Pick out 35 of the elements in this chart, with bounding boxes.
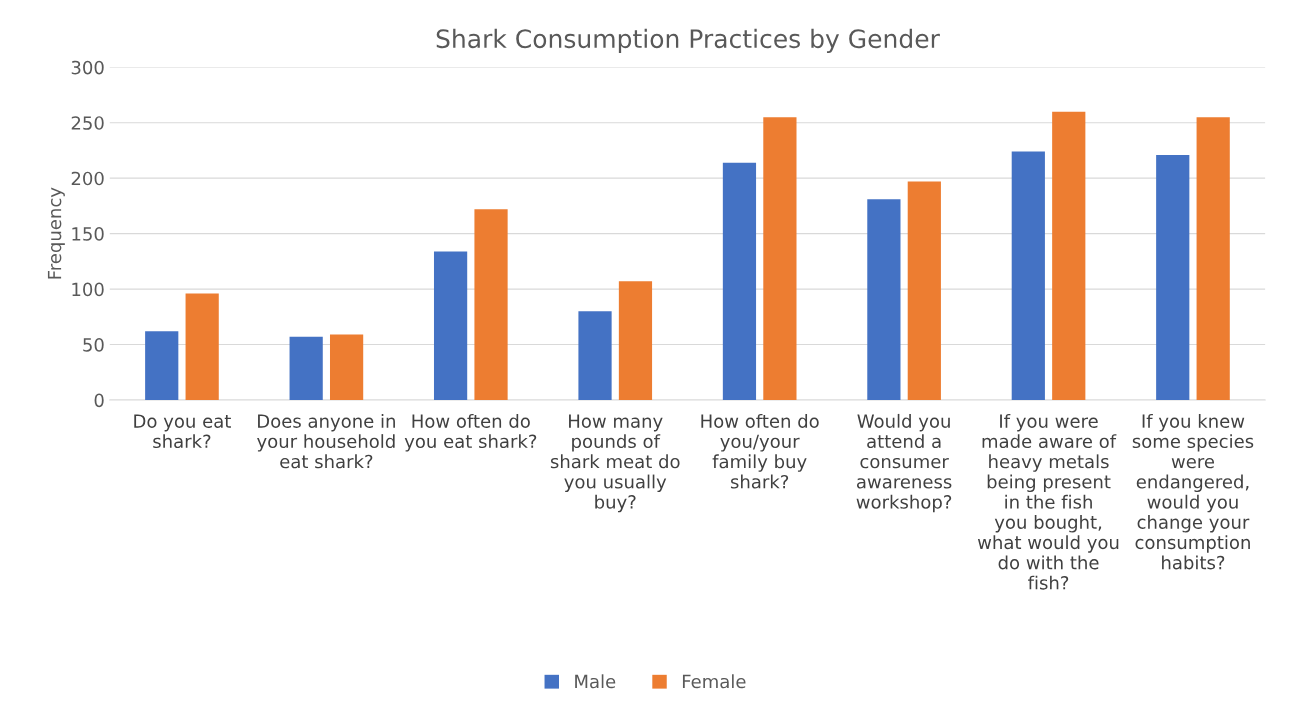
x-tick-label: If you knew some species were endangered, would you change your consumption habits? bbox=[1132, 413, 1254, 570]
bar bbox=[1156, 154, 1190, 401]
x-tick-label: How often do you/your family buy shark? bbox=[701, 413, 819, 489]
x-tick-label: Does anyone in your household eat shark? bbox=[257, 413, 395, 469]
bar bbox=[289, 336, 323, 401]
legend-label: Male bbox=[575, 674, 616, 689]
y-tick-label: 200 bbox=[71, 171, 104, 186]
bar bbox=[618, 281, 653, 401]
y-tick-label: 0 bbox=[94, 393, 104, 408]
y-axis-title: Frequency bbox=[47, 187, 65, 279]
legend-label: Female bbox=[682, 674, 746, 689]
bar bbox=[1011, 151, 1045, 401]
category-label: If you were made aware of heavy metals being present in the fish you bought, what would you do with the fish? bbox=[977, 413, 1119, 590]
x-tick-label: How many pounds of shark meat do you usually buy? bbox=[550, 414, 680, 513]
bar bbox=[722, 162, 757, 401]
y-tick-label: 300 bbox=[71, 60, 104, 75]
y-tick-label: 50 bbox=[83, 338, 104, 352]
bar bbox=[145, 331, 179, 401]
bar bbox=[185, 293, 219, 401]
bar bbox=[474, 209, 508, 401]
bar bbox=[907, 181, 941, 401]
x-tick-label: Do you eat shark? bbox=[134, 414, 231, 449]
y-tick-label: 100 bbox=[72, 282, 104, 297]
bar bbox=[867, 199, 901, 401]
bar bbox=[763, 117, 797, 401]
y-tick-label: 250 bbox=[71, 116, 104, 130]
x-tick-label: Would you attend a consumer awareness workshop? bbox=[856, 413, 952, 513]
y-tick-label: 150 bbox=[72, 227, 104, 241]
chart-title: Shark Consumption Practices by Gender bbox=[436, 28, 940, 54]
bar bbox=[1196, 117, 1230, 401]
bar bbox=[329, 334, 364, 401]
bar bbox=[1052, 111, 1086, 401]
bar bbox=[578, 311, 612, 401]
x-tick-label: How often do you eat shark? bbox=[404, 413, 537, 452]
bar bbox=[433, 251, 468, 401]
